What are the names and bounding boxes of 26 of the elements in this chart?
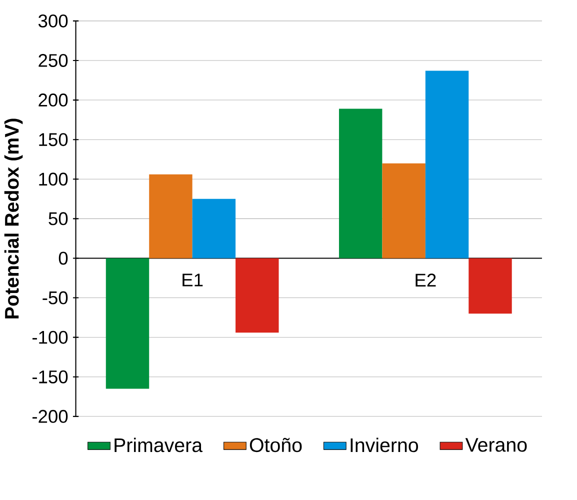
legend-label: Primavera bbox=[114, 438, 203, 452]
y-tick-label: 200 bbox=[38, 93, 68, 106]
bar bbox=[382, 163, 426, 258]
legend-label: Otoño bbox=[250, 438, 302, 452]
bar bbox=[149, 174, 192, 258]
y-tick-label: 100 bbox=[39, 172, 68, 186]
y-tick-label: 300 bbox=[38, 14, 68, 28]
bar bbox=[192, 198, 236, 258]
bar bbox=[236, 258, 279, 332]
legend-label: Verano bbox=[465, 438, 527, 452]
y-tick-label: 150 bbox=[39, 132, 68, 146]
y-tick-label: 0 bbox=[58, 252, 68, 265]
legend-label: Invierno bbox=[350, 438, 418, 452]
bar bbox=[425, 70, 469, 258]
bar bbox=[106, 258, 150, 389]
y-tick-label: -100 bbox=[32, 330, 68, 344]
y-tick-label: -200 bbox=[32, 410, 68, 423]
y-tick-label: 250 bbox=[38, 54, 68, 67]
bar bbox=[338, 108, 382, 258]
y-tick-label: -150 bbox=[32, 370, 68, 384]
y-tick-label: -50 bbox=[42, 291, 68, 304]
bar bbox=[468, 258, 512, 314]
x-tick-label: E2 bbox=[416, 274, 436, 286]
y-tick-label: 50 bbox=[48, 212, 68, 226]
x-tick-label: E1 bbox=[182, 274, 203, 286]
y-axis-title: Potencial Redox (mV) bbox=[4, 118, 23, 318]
